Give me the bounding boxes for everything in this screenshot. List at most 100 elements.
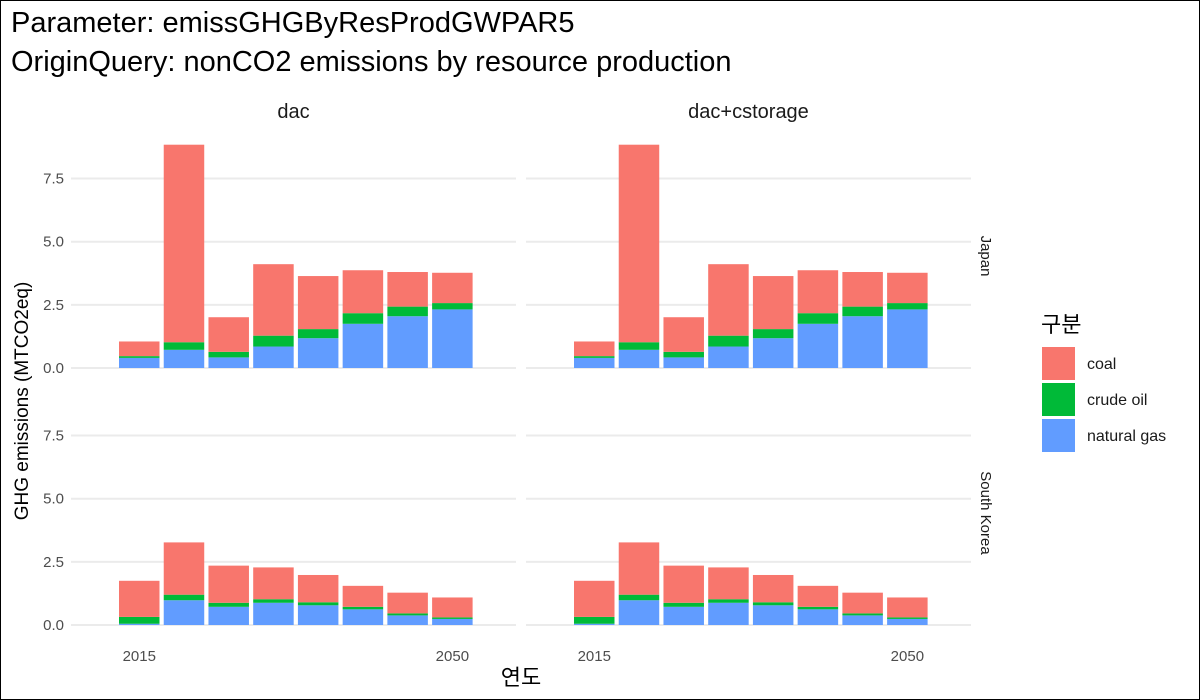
bar-segment-coal xyxy=(574,341,615,357)
bar-segment-natural-gas xyxy=(119,623,160,625)
chart-subtitle: OriginQuery: nonCO2 emissions by resourc… xyxy=(11,46,732,78)
bar-segment-crude-oil xyxy=(887,303,928,310)
bar-segment-coal xyxy=(342,270,384,314)
bar-segment-natural-gas xyxy=(708,602,749,625)
bar-segment-natural-gas xyxy=(887,618,928,625)
legend-key-label: natural gas xyxy=(1087,428,1166,445)
legend-title: 구분 xyxy=(1041,312,1081,337)
bar-segment-crude-oil xyxy=(119,616,160,624)
bar-segment-natural-gas xyxy=(208,606,249,625)
bar-segment-coal xyxy=(887,272,928,304)
bar-segment-natural-gas xyxy=(574,623,615,625)
bar-segment-natural-gas xyxy=(797,609,839,625)
x-tick-label: 2050 xyxy=(436,648,469,665)
bar-segment-crude-oil xyxy=(752,329,794,339)
bar-segment-natural-gas xyxy=(387,615,428,625)
bar-segment-natural-gas xyxy=(618,349,660,368)
y-tick-label: 2.5 xyxy=(43,297,64,314)
legend-key-label: coal xyxy=(1087,356,1116,373)
bar-segment-coal xyxy=(297,276,339,330)
bar-segment-coal xyxy=(253,567,294,600)
bar-segment-coal xyxy=(708,567,749,600)
bar-segment-crude-oil xyxy=(752,602,794,606)
bar-segment-natural-gas xyxy=(297,605,339,625)
bar-segment-coal xyxy=(253,264,294,336)
bar-segment-crude-oil xyxy=(387,306,428,317)
facet-panel xyxy=(119,542,473,625)
bar-segment-crude-oil xyxy=(208,351,249,358)
x-tick-label: 2015 xyxy=(578,648,611,665)
bar-segment-coal xyxy=(163,542,205,595)
bar-segment-crude-oil xyxy=(574,616,615,624)
bar-segment-coal xyxy=(663,317,704,352)
bar-segment-coal xyxy=(797,585,839,607)
y-tick-label: 5.0 xyxy=(43,491,64,508)
bar-segment-coal xyxy=(752,574,794,603)
bar-segment-crude-oil xyxy=(574,356,615,358)
y-tick-label: 0.0 xyxy=(43,360,64,377)
bar-segment-crude-oil xyxy=(663,351,704,358)
bar-segment-natural-gas xyxy=(432,618,473,625)
bar-segment-crude-oil xyxy=(253,335,294,347)
y-axis-title: GHG emissions (MTCO2eq) xyxy=(12,282,33,521)
bar-segment-coal xyxy=(842,592,883,614)
bar-segment-natural-gas xyxy=(253,602,294,625)
bar-segment-crude-oil xyxy=(342,313,384,324)
bar-segment-natural-gas xyxy=(752,338,794,368)
facet-column-label: dac xyxy=(277,101,309,123)
bar-segment-coal xyxy=(887,597,928,618)
legend: 구분 coal crude oil natural gas xyxy=(1041,312,1166,452)
bar-segment-crude-oil xyxy=(618,342,660,350)
bar-segment-natural-gas xyxy=(842,316,883,368)
bar-segment-crude-oil xyxy=(253,599,294,603)
facet-panel xyxy=(119,144,473,368)
bar-segment-crude-oil xyxy=(432,617,473,619)
bar-segment-crude-oil xyxy=(297,329,339,339)
bar-segment-crude-oil xyxy=(663,602,704,607)
legend-key-swatch xyxy=(1042,383,1075,416)
bar-segment-crude-oil xyxy=(708,599,749,603)
bar-segment-crude-oil xyxy=(208,602,249,607)
bar-segment-natural-gas xyxy=(432,309,473,368)
bar-segment-coal xyxy=(342,585,384,607)
bar-segment-crude-oil xyxy=(163,594,205,601)
facet-column-label: dac+cstorage xyxy=(688,101,809,123)
bar-segment-crude-oil xyxy=(618,594,660,601)
bar-segment-natural-gas xyxy=(297,338,339,368)
bar-segment-coal xyxy=(618,144,660,343)
bar-segment-natural-gas xyxy=(663,357,704,368)
bar-segment-coal xyxy=(842,272,883,307)
bar-segment-natural-gas xyxy=(342,323,384,368)
x-tick-label: 2015 xyxy=(123,648,156,665)
bar-segment-natural-gas xyxy=(387,316,428,368)
bar-segment-crude-oil xyxy=(842,306,883,317)
bar-segment-crude-oil xyxy=(297,602,339,606)
bar-segment-natural-gas xyxy=(253,346,294,368)
bar-segment-natural-gas xyxy=(887,309,928,368)
facet-row-label: Japan xyxy=(977,236,994,277)
bar-segment-coal xyxy=(387,592,428,614)
bar-segment-coal xyxy=(432,597,473,618)
bar-segment-coal xyxy=(752,276,794,330)
y-tick-label: 7.5 xyxy=(43,171,64,188)
facet-panel xyxy=(574,542,928,625)
bar-segment-natural-gas xyxy=(618,600,660,625)
bar-segment-natural-gas xyxy=(119,357,160,368)
chart-title: Parameter: emissGHGByResProdGWPAR5 xyxy=(11,7,575,39)
x-axis-title: 연도 xyxy=(501,665,541,690)
bar-segment-coal xyxy=(618,542,660,595)
bar-segment-crude-oil xyxy=(797,606,839,610)
bar-segment-natural-gas xyxy=(708,346,749,368)
x-tick-label: 2050 xyxy=(891,648,924,665)
bar-segment-coal xyxy=(163,144,205,343)
bar-segment-crude-oil xyxy=(342,606,384,610)
bar-segment-coal xyxy=(119,341,160,357)
bar-segment-natural-gas xyxy=(574,357,615,368)
y-tick-label: 5.0 xyxy=(43,234,64,251)
y-tick-label: 2.5 xyxy=(43,554,64,571)
bar-segment-natural-gas xyxy=(208,357,249,368)
legend-key-label: crude oil xyxy=(1087,392,1147,409)
bar-segment-crude-oil xyxy=(887,617,928,619)
